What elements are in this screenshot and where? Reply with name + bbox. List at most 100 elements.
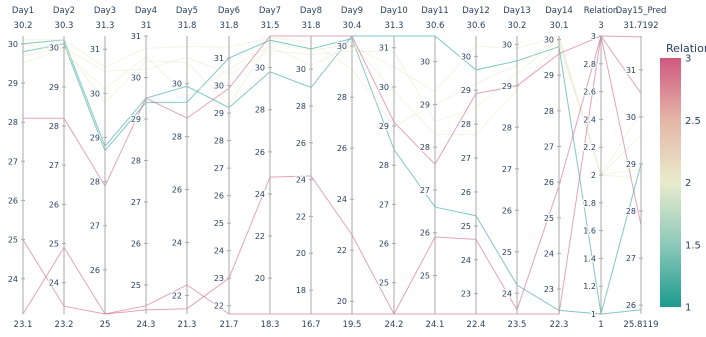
axis-tick-label: 27 <box>461 154 471 163</box>
axis-range-max: 30.3 <box>55 21 74 31</box>
colorbar-title: Relation <box>666 42 706 55</box>
axis-title: Day10 <box>380 6 408 16</box>
axis-tick-label: 30 <box>379 83 389 92</box>
axis-day10: Day10 31.3 24.2 25 26 27 28 29 30 31 <box>378 6 408 330</box>
axis-tick-label: 26 <box>461 188 471 197</box>
axis-tick-label: 23 <box>461 290 471 299</box>
axis-title: Day7 <box>259 6 281 16</box>
axis-title: Day5 <box>176 6 198 16</box>
axis-tick-label: 25 <box>461 222 471 231</box>
axis-range-min: 18.3 <box>261 320 280 330</box>
axis-tick-label: 26 <box>49 200 59 209</box>
colorbar-gradient <box>660 58 681 307</box>
axis-tick-label: 30 <box>90 89 100 98</box>
axis-tick-label: 28 <box>131 156 141 165</box>
axis-range-min: 25 <box>100 320 111 330</box>
axis-tick-label: 29 <box>49 83 59 92</box>
axis-day5: Day5 31.8 21.3 22 24 26 28 30 <box>171 6 198 330</box>
axis-tick-label: 27 <box>214 164 224 173</box>
axis-tick-label: 30 <box>337 42 347 51</box>
axis-range-max: 31.8 <box>178 21 197 31</box>
axis-tick-label: 2.4 <box>583 115 596 124</box>
colorbar-tick-label: 3 <box>685 54 691 65</box>
axis-day1: Day1 30.2 23.1 24 25 26 27 28 29 30 <box>7 6 34 330</box>
axis-range-min: 24.1 <box>426 320 445 330</box>
axis-tick-label: 28 <box>379 161 389 170</box>
axis-tick-label: 26 <box>214 192 224 201</box>
axis-range-max: 31.5 <box>261 21 280 31</box>
axis-range-min: 23.1 <box>14 320 33 330</box>
axis-tick-label: 28 <box>337 93 347 102</box>
axis-tick-label: 30 <box>255 64 265 73</box>
axis-tick-label: 25 <box>420 272 430 281</box>
axis-range-max: 31.8 <box>220 21 239 31</box>
axis-tick-label: 26 <box>626 301 636 310</box>
axis-day14: Day14 30.1 22.3 23 24 25 26 27 28 29 30 <box>543 6 573 330</box>
axis-tick-label: 28 <box>626 207 636 216</box>
axis-range-min: 16.7 <box>302 320 321 330</box>
data-line <box>22 38 642 315</box>
axis-tick-label: 28 <box>544 107 554 116</box>
axis-range-max: 30.6 <box>467 21 486 31</box>
axis-tick-label: 25 <box>544 214 554 223</box>
axis-title: Day13 <box>503 6 531 16</box>
axis-day2: Day2 30.3 23.2 24 25 26 27 28 29 30 <box>48 6 75 330</box>
axis-tick-label: 31 <box>379 44 389 53</box>
axis-tick-label: 28 <box>214 137 224 146</box>
axis-title: Day15_Pred <box>616 6 667 16</box>
axis-range-max: 30.2 <box>508 21 527 31</box>
axis-tick-label: 3 <box>591 32 596 41</box>
axis-range-max: 3 <box>598 21 603 31</box>
axis-tick-label: 27 <box>544 142 554 151</box>
axis-tick-label: 30 <box>296 65 306 74</box>
axis-title: Day4 <box>135 6 157 16</box>
axis-tick-label: 24 <box>49 279 59 288</box>
axis-tick-label: 29 <box>626 160 636 169</box>
axis-tick-label: 24 <box>255 190 265 199</box>
axis-title: Day8 <box>300 6 322 16</box>
axis-tick-label: 22 <box>255 232 265 241</box>
axis-tick-label: 24 <box>8 275 18 284</box>
axis-tick-label: 27 <box>49 161 59 170</box>
axis-tick-label: 29 <box>502 82 512 91</box>
axis-tick-label: 29 <box>544 71 554 80</box>
axis-tick-label: 26 <box>172 186 182 195</box>
axis-tick-label: 30 <box>8 40 18 49</box>
data-line <box>22 38 642 176</box>
axis-tick-label: 30 <box>626 113 636 122</box>
axis-tick-label: 31 <box>214 54 224 63</box>
axis-relation: Relation 3 11 1.2 1.4 1.6 1.8 2 2.2 2.4 2.6 2.8 3 <box>582 6 618 330</box>
axis-range-max: 31.3 <box>385 21 404 31</box>
axis-range-min: 25.8119 <box>623 320 658 330</box>
axis-tick-label: 27 <box>502 165 512 174</box>
axis-tick-label: 29 <box>90 133 100 142</box>
axis-title: Day2 <box>53 6 75 16</box>
axis-tick-label: 22 <box>296 212 306 221</box>
axis-range-min: 24.3 <box>137 320 156 330</box>
axis-tick-label: 24 <box>544 249 554 258</box>
axis-tick-label: 27 <box>379 200 389 209</box>
axis-tick-label: 24 <box>172 239 182 248</box>
data-line <box>22 35 642 176</box>
data-line <box>22 35 642 315</box>
axis-title: Day14 <box>545 6 573 16</box>
axis-tick-label: 30 <box>544 36 554 45</box>
axis-tick-label: 28 <box>461 120 471 129</box>
axis-tick-label: 2 <box>591 171 596 180</box>
axis-range-min: 22.3 <box>550 320 569 330</box>
axis-tick-label: 26 <box>502 206 512 215</box>
axis-range-max: 30.4 <box>343 21 362 31</box>
axis-tick-label: 1.2 <box>583 282 596 291</box>
axis-tick-label: 28 <box>49 122 59 131</box>
data-line <box>22 35 642 315</box>
axis-tick-label: 25 <box>131 281 141 290</box>
data-lines <box>22 35 642 316</box>
axis-tick-label: 22 <box>337 246 347 255</box>
axis-tick-label: 28 <box>8 118 18 127</box>
axis-range-min: 22.4 <box>467 320 486 330</box>
axis-tick-label: 2.2 <box>583 143 596 152</box>
axis-tick-label: 24 <box>461 256 471 265</box>
axis-tick-label: 28 <box>172 133 182 142</box>
axis-tick-label: 29 <box>131 115 141 124</box>
axis-range-min: 19.5 <box>343 320 362 330</box>
